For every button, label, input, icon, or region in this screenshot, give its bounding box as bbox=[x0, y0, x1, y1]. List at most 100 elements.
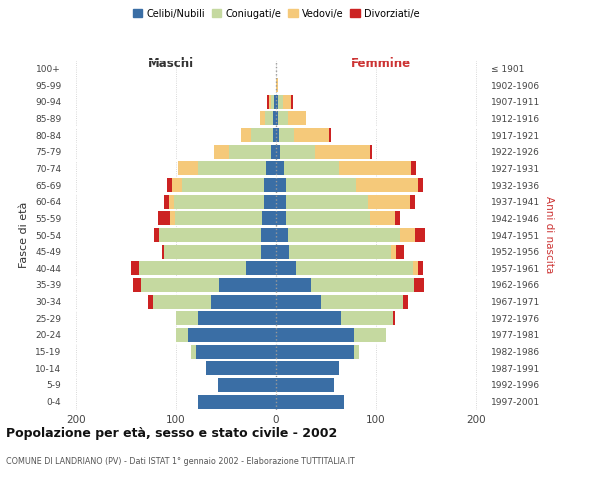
Bar bbox=[276, 278, 311, 292]
Bar bbox=[276, 144, 280, 159]
Bar bbox=[291, 94, 293, 109]
Bar bbox=[276, 378, 334, 392]
Bar bbox=[311, 278, 414, 292]
Bar bbox=[288, 228, 400, 242]
Bar bbox=[153, 294, 211, 308]
Bar bbox=[339, 162, 411, 175]
Bar bbox=[218, 378, 276, 392]
Bar bbox=[356, 178, 418, 192]
Bar bbox=[276, 328, 354, 342]
Bar bbox=[170, 211, 175, 226]
Bar bbox=[286, 194, 368, 209]
Bar bbox=[198, 162, 266, 175]
Text: COMUNE DI LANDRIANO (PV) - Dati ISTAT 1° gennaio 2002 - Elaborazione TUTTITALIA.: COMUNE DI LANDRIANO (PV) - Dati ISTAT 1°… bbox=[6, 458, 355, 466]
Bar bbox=[264, 178, 276, 192]
Bar bbox=[276, 294, 321, 308]
Bar bbox=[182, 178, 264, 192]
Bar bbox=[354, 328, 386, 342]
Bar bbox=[188, 328, 276, 342]
Bar bbox=[214, 144, 229, 159]
Bar bbox=[167, 178, 172, 192]
Bar bbox=[261, 244, 276, 259]
Bar bbox=[246, 261, 276, 276]
Bar bbox=[178, 162, 198, 175]
Y-axis label: Fasce di età: Fasce di età bbox=[19, 202, 29, 268]
Bar bbox=[321, 294, 403, 308]
Bar bbox=[370, 211, 395, 226]
Bar bbox=[279, 128, 294, 142]
Bar bbox=[396, 244, 404, 259]
Bar bbox=[296, 261, 413, 276]
Bar bbox=[391, 244, 396, 259]
Bar bbox=[276, 94, 278, 109]
Bar bbox=[261, 228, 276, 242]
Legend: Celibi/Nubili, Coniugati/e, Vedovi/e, Divorziati/e: Celibi/Nubili, Coniugati/e, Vedovi/e, Di… bbox=[129, 5, 423, 22]
Bar bbox=[276, 344, 354, 359]
Bar bbox=[283, 94, 291, 109]
Bar bbox=[276, 162, 284, 175]
Bar bbox=[280, 144, 315, 159]
Bar bbox=[176, 328, 188, 342]
Bar bbox=[400, 228, 415, 242]
Bar bbox=[284, 162, 339, 175]
Bar bbox=[154, 228, 159, 242]
Bar bbox=[354, 344, 359, 359]
Bar bbox=[174, 194, 264, 209]
Bar bbox=[276, 228, 288, 242]
Bar bbox=[260, 112, 265, 126]
Bar bbox=[273, 128, 276, 142]
Bar bbox=[276, 178, 286, 192]
Bar bbox=[276, 261, 296, 276]
Bar bbox=[370, 144, 372, 159]
Bar bbox=[276, 194, 286, 209]
Bar bbox=[219, 278, 276, 292]
Bar bbox=[411, 162, 416, 175]
Bar bbox=[276, 128, 279, 142]
Bar bbox=[276, 211, 286, 226]
Bar bbox=[265, 112, 273, 126]
Bar bbox=[289, 244, 391, 259]
Bar bbox=[191, 344, 196, 359]
Bar bbox=[341, 311, 393, 326]
Bar bbox=[294, 128, 329, 142]
Bar bbox=[393, 311, 395, 326]
Bar bbox=[276, 311, 341, 326]
Bar bbox=[164, 244, 261, 259]
Bar bbox=[271, 94, 274, 109]
Bar bbox=[262, 211, 276, 226]
Bar bbox=[175, 211, 262, 226]
Bar bbox=[198, 311, 276, 326]
Bar bbox=[267, 94, 269, 109]
Bar bbox=[278, 94, 283, 109]
Bar bbox=[414, 278, 424, 292]
Bar bbox=[276, 361, 339, 376]
Bar bbox=[241, 128, 251, 142]
Text: Popolazione per età, sesso e stato civile - 2002: Popolazione per età, sesso e stato civil… bbox=[6, 428, 337, 440]
Bar bbox=[288, 112, 306, 126]
Bar bbox=[276, 394, 344, 409]
Text: Femmine: Femmine bbox=[351, 56, 411, 70]
Bar bbox=[418, 261, 423, 276]
Bar bbox=[172, 178, 182, 192]
Bar bbox=[269, 94, 271, 109]
Y-axis label: Anni di nascita: Anni di nascita bbox=[544, 196, 554, 274]
Bar bbox=[329, 128, 331, 142]
Bar bbox=[133, 278, 141, 292]
Bar bbox=[229, 144, 271, 159]
Bar bbox=[148, 294, 153, 308]
Bar bbox=[211, 294, 276, 308]
Bar bbox=[206, 361, 276, 376]
Bar bbox=[196, 344, 276, 359]
Bar bbox=[368, 194, 410, 209]
Bar bbox=[131, 261, 139, 276]
Bar bbox=[418, 178, 423, 192]
Bar bbox=[286, 178, 356, 192]
Bar bbox=[266, 162, 276, 175]
Bar bbox=[271, 144, 276, 159]
Bar bbox=[315, 144, 370, 159]
Bar bbox=[164, 194, 169, 209]
Bar bbox=[139, 261, 246, 276]
Bar bbox=[395, 211, 400, 226]
Bar bbox=[264, 194, 276, 209]
Bar bbox=[198, 394, 276, 409]
